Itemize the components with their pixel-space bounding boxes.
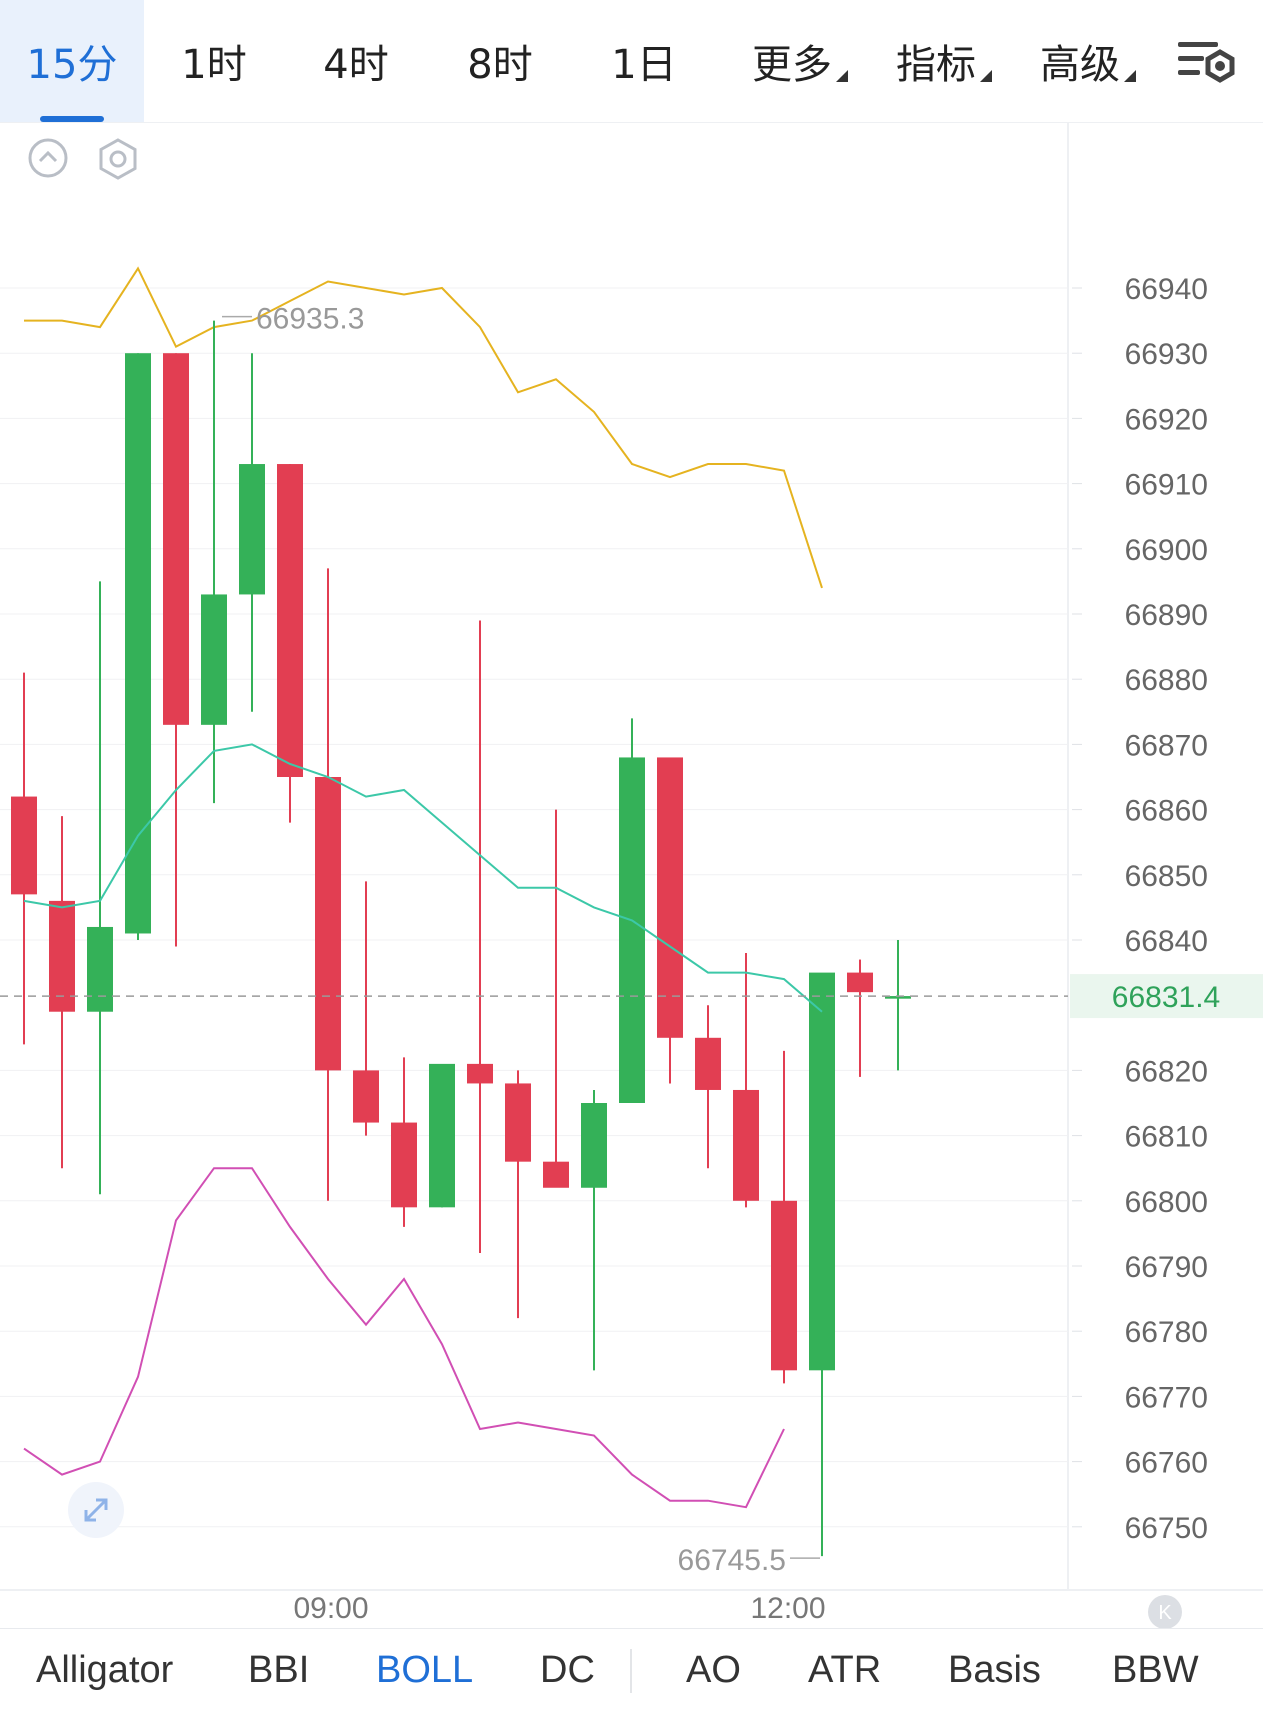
candle-up[interactable] [201,594,227,725]
candle-down[interactable] [847,972,873,993]
advanced-dropdown[interactable]: 高级 [1028,0,1148,122]
y-tick-label: 66850 [1125,860,1208,893]
max-price-label: 66935.3 [256,303,364,336]
min-price-label: 66745.5 [678,1544,786,1577]
fullscreen-icon[interactable] [66,1480,126,1540]
y-tick-label: 66810 [1125,1121,1208,1154]
y-tick-label: 66780 [1125,1316,1208,1349]
indicator-basis[interactable]: Basis [948,1649,1041,1691]
boll-mid-line [23,743,823,1013]
y-tick-label: 66770 [1125,1381,1208,1414]
y-tick-label: 66820 [1125,1055,1208,1088]
tab-label: 1时 [181,42,247,88]
y-tick-label: 66840 [1125,925,1208,958]
settings-hex-icon[interactable] [96,137,140,181]
y-tick-label: 66930 [1125,338,1208,371]
indicator-bar: Alligator BBI BOLL DC AO ATR Basis BBW [0,1628,1263,1707]
indicator-dc[interactable]: DC [540,1649,595,1691]
dropdown-corner-icon [1124,70,1136,82]
x-tick-label: 09:00 [293,1592,368,1625]
candle-up[interactable] [429,1063,455,1208]
tab-label: 4时 [323,42,389,88]
y-tick-label: 66750 [1125,1512,1208,1545]
candle-down[interactable] [467,1063,493,1084]
candle-down[interactable] [391,1122,417,1208]
indicator-bbi[interactable]: BBI [248,1649,310,1691]
y-tick-label: 66910 [1125,469,1208,502]
candle-down[interactable] [505,1083,531,1162]
candle-down[interactable] [163,353,189,725]
candle-down[interactable] [657,757,683,1038]
indicator-bbw[interactable]: BBW [1112,1649,1199,1691]
tab-1h[interactable]: 1时 [144,0,284,122]
candle-up[interactable] [87,926,113,1012]
candle-up[interactable] [581,1103,607,1188]
active-tab-indicator [40,116,104,122]
candle-up[interactable] [619,757,645,1103]
candle-down[interactable] [353,1070,379,1123]
tab-15m[interactable]: 15分 [0,0,144,122]
dropdown-label: 指标 [896,42,976,88]
candle-down[interactable] [11,796,37,895]
y-tick-label: 66760 [1125,1447,1208,1480]
tab-4h[interactable]: 4时 [284,0,428,122]
candle-down[interactable] [49,900,75,1012]
x-tick-label: 12:00 [750,1592,825,1625]
tab-label: 1日 [611,42,677,88]
dropdown-label: 高级 [1040,42,1120,88]
boll-upper-line [24,266,823,589]
dropdown-label: 更多 [752,42,832,88]
tab-label: 8时 [467,42,533,88]
candlestick-chart-svg[interactable]: 66940 66930 66920 66910 66900 66890 66880 66870… [0,123,1263,1628]
candle-up[interactable] [125,353,151,934]
price-axis-panel [1068,123,1263,1598]
price-chart[interactable]: 66940 66930 66920 66910 66900 66890 66880 66870… [0,123,1263,1628]
k-icon[interactable]: K [1147,1594,1183,1630]
y-tick-label: 66870 [1125,729,1208,762]
candle-down[interactable] [733,1089,759,1201]
more-dropdown[interactable]: 更多 [740,0,860,122]
svg-text:K: K [1158,1602,1172,1624]
y-tick-label: 66940 [1125,273,1208,306]
y-tick-label: 66890 [1125,599,1208,632]
y-tick-label: 66880 [1125,664,1208,697]
candle-down[interactable] [277,464,303,777]
collapse-icon[interactable] [28,138,68,178]
indicators-dropdown[interactable]: 指标 [884,0,1004,122]
current-price-badge [1070,974,1263,1019]
tab-label: 15分 [26,42,118,88]
candle-up[interactable] [885,996,911,999]
candle-up[interactable] [809,972,835,1371]
dropdown-corner-icon [980,70,992,82]
timeframe-toolbar: 15分 1时 4时 8时 1日 更多 指标 高级 [0,0,1263,123]
boll-lower-line [23,1167,785,1509]
candle-down[interactable] [695,1037,721,1090]
candle-down[interactable] [771,1200,797,1371]
candle-down[interactable] [315,777,341,1071]
indicator-atr[interactable]: ATR [808,1649,882,1691]
y-tick-label: 66900 [1125,534,1208,567]
candle-down[interactable] [543,1161,569,1188]
current-price-label: 66831.4 [1112,981,1220,1014]
y-tick-label: 66790 [1125,1251,1208,1284]
tab-1d[interactable]: 1日 [572,0,716,122]
tab-8h[interactable]: 8时 [428,0,572,122]
chart-settings-icon[interactable] [1176,38,1236,88]
y-tick-label: 66920 [1125,403,1208,436]
indicator-alligator[interactable]: Alligator [36,1649,174,1691]
y-tick-label: 66860 [1125,795,1208,828]
candle-up[interactable] [239,464,265,595]
indicator-divider [630,1649,632,1693]
dropdown-corner-icon [836,70,848,82]
indicator-ao[interactable]: AO [686,1649,741,1691]
y-tick-label: 66800 [1125,1186,1208,1219]
indicator-boll[interactable]: BOLL [376,1649,474,1691]
